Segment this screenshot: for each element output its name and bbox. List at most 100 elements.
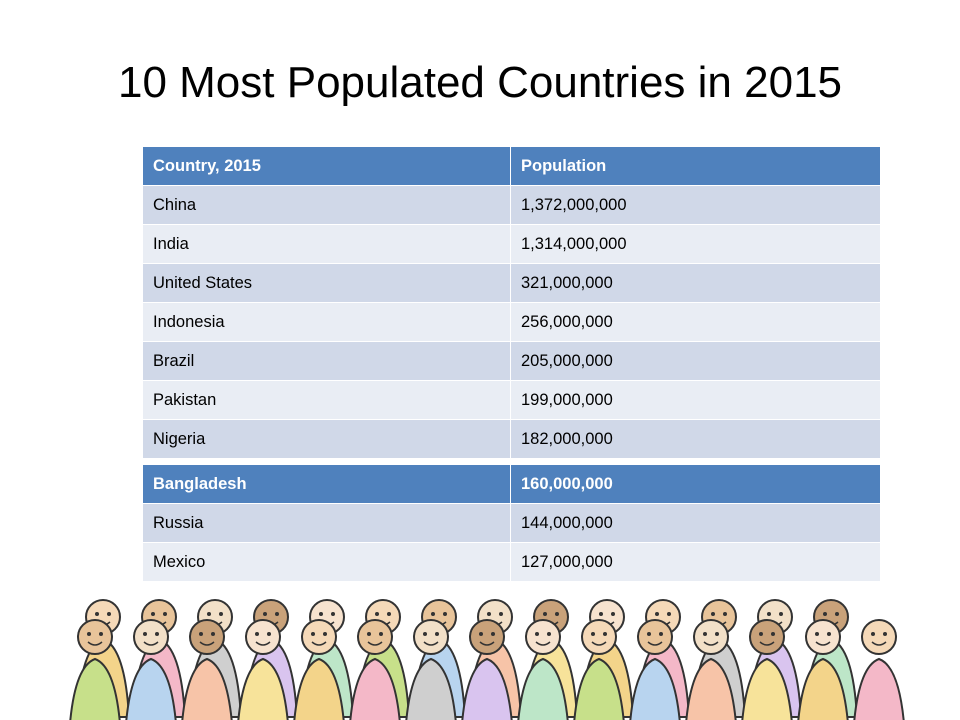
table-row: India 1,314,000,000: [143, 225, 880, 264]
header-cell: 160,000,000: [511, 465, 880, 503]
header-row: Country, 2015 Population: [143, 147, 880, 186]
person-body: [741, 657, 793, 720]
person-eye: [375, 612, 379, 616]
table-cell: China: [143, 186, 511, 224]
person-eye: [555, 612, 559, 616]
person-head: [189, 619, 225, 655]
person-smile: [479, 641, 495, 646]
person-body: [629, 657, 681, 720]
table-row: China 1,372,000,000: [143, 186, 880, 225]
person-smile: [647, 641, 663, 646]
person-eye: [667, 612, 671, 616]
person-eye: [387, 612, 391, 616]
person-eye: [263, 612, 267, 616]
header-row: Bangladesh 160,000,000: [143, 465, 880, 504]
person-head: [525, 619, 561, 655]
header-cell: Bangladesh: [143, 465, 511, 503]
person-smile: [591, 641, 607, 646]
person-body: [797, 657, 849, 720]
person-eye: [319, 612, 323, 616]
table-row: Russia 144,000,000: [143, 504, 880, 543]
person-head: [637, 619, 673, 655]
person-smile: [759, 641, 775, 646]
person-body: [517, 657, 569, 720]
person-eye: [759, 632, 763, 636]
person-eye: [255, 632, 259, 636]
person-eye: [723, 612, 727, 616]
person-smile: [143, 641, 159, 646]
table-cell: Nigeria: [143, 420, 511, 458]
person-eye: [155, 632, 159, 636]
header-cell: Country, 2015: [143, 147, 511, 185]
people-illustration: [69, 599, 905, 720]
person-eye: [143, 632, 147, 636]
person-eye: [823, 612, 827, 616]
person-eye: [543, 612, 547, 616]
person-eye: [151, 612, 155, 616]
person-eye: [107, 612, 111, 616]
person-body: [405, 657, 457, 720]
person-head: [749, 619, 785, 655]
person-body: [685, 657, 737, 720]
person-eye: [815, 632, 819, 636]
person-eye: [267, 632, 271, 636]
person-eye: [655, 612, 659, 616]
table-cell: Brazil: [143, 342, 511, 380]
person-eye: [379, 632, 383, 636]
person-eye: [219, 612, 223, 616]
person-head: [693, 619, 729, 655]
person-eye: [99, 632, 103, 636]
person-eye: [275, 612, 279, 616]
person-head: [77, 619, 113, 655]
person-body: [573, 657, 625, 720]
person-eye: [591, 632, 595, 636]
person-eye: [871, 632, 875, 636]
person-eye: [331, 612, 335, 616]
person-eye: [423, 632, 427, 636]
slide-title: 10 Most Populated Countries in 2015: [117, 58, 843, 107]
person-eye: [835, 612, 839, 616]
person-smile: [871, 641, 887, 646]
table-cell: 1,372,000,000: [511, 186, 880, 224]
person-smile: [535, 641, 551, 646]
person-eye: [827, 632, 831, 636]
person-body: [181, 657, 233, 720]
table-cell: 256,000,000: [511, 303, 880, 341]
table-row: Nigeria 182,000,000: [143, 420, 880, 459]
person-eye: [443, 612, 447, 616]
person-smile: [87, 641, 103, 646]
person-eye: [603, 632, 607, 636]
person-eye: [163, 612, 167, 616]
table-row: Indonesia 256,000,000: [143, 303, 880, 342]
person-eye: [431, 612, 435, 616]
person-smile: [703, 641, 719, 646]
table-cell: 127,000,000: [511, 543, 880, 581]
person-eye: [479, 632, 483, 636]
person-head: [245, 619, 281, 655]
person-body: [349, 657, 401, 720]
table: Bangladesh 160,000,000 Russia 144,000,000 Me…: [143, 465, 880, 582]
person-eye: [211, 632, 215, 636]
person-smile: [255, 641, 271, 646]
table-cell: 321,000,000: [511, 264, 880, 302]
person-smile: [311, 641, 327, 646]
person-eye: [659, 632, 663, 636]
person-eye: [499, 612, 503, 616]
person-eye: [491, 632, 495, 636]
table-cell: 144,000,000: [511, 504, 880, 542]
table-cell: Indonesia: [143, 303, 511, 341]
table-cell: 1,314,000,000: [511, 225, 880, 263]
person-eye: [95, 612, 99, 616]
table-row: Mexico 127,000,000: [143, 543, 880, 582]
person-eye: [547, 632, 551, 636]
person-eye: [599, 612, 603, 616]
person-head: [133, 619, 169, 655]
person-eye: [611, 612, 615, 616]
person-eye: [323, 632, 327, 636]
table-cell: Russia: [143, 504, 511, 542]
table-cell: United States: [143, 264, 511, 302]
table-cell: 199,000,000: [511, 381, 880, 419]
person-body: [461, 657, 513, 720]
person-head: [357, 619, 393, 655]
